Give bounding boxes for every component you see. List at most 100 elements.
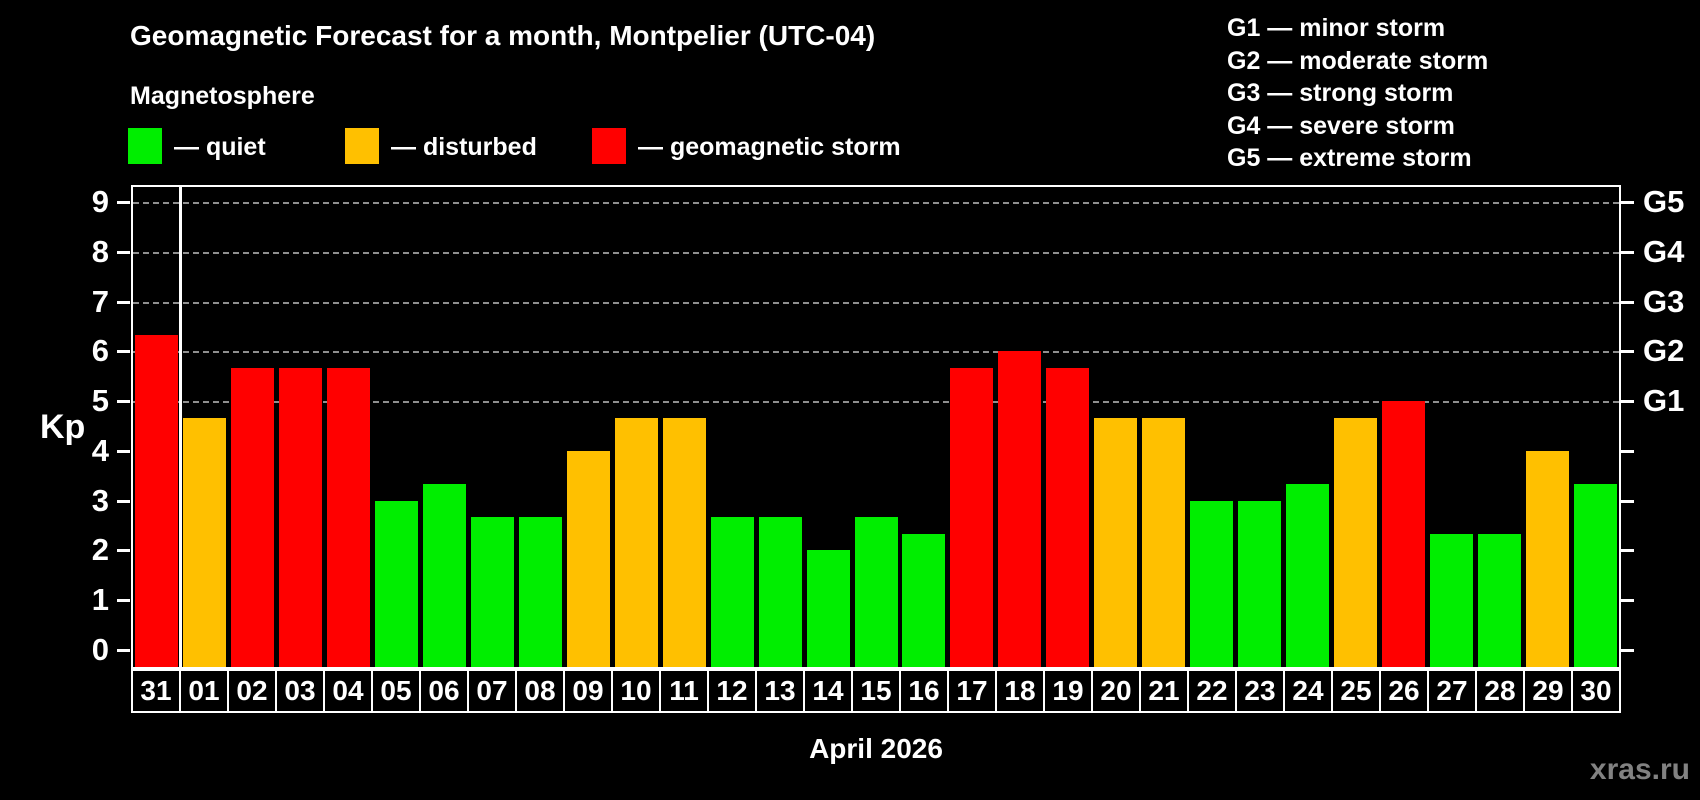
left-tick-kp-1: [117, 599, 130, 603]
right-tick-kp-5: [1621, 400, 1634, 404]
x-day-label-08: 08: [524, 675, 556, 706]
bar-day-24: [1285, 484, 1329, 667]
bar-day-23: [1237, 500, 1281, 667]
right-tick-kp-4: [1621, 449, 1634, 453]
x-day-cell-25: 25: [1331, 669, 1381, 713]
x-day-cell-09: 09: [563, 669, 613, 713]
disturbed-legend-label: — disturbed: [391, 133, 537, 161]
bar-day-09: [566, 450, 610, 667]
x-day-label-01: 01: [188, 675, 220, 706]
gridline-kp-5: [133, 401, 1619, 404]
x-day-label-16: 16: [908, 675, 940, 706]
right-tick-kp-7: [1621, 300, 1634, 304]
x-day-cell-02: 02: [227, 669, 277, 713]
x-day-label-29: 29: [1532, 675, 1564, 706]
x-day-label-25: 25: [1340, 675, 1372, 706]
x-day-cell-21: 21: [1139, 669, 1189, 713]
y-tick-label-8: 8: [91, 233, 109, 269]
bar-day-03: [279, 367, 323, 667]
left-tick-kp-4: [117, 449, 130, 453]
y-tick-label-5: 5: [91, 383, 109, 419]
g1-legend-line: G1 — minor storm: [1227, 14, 1446, 42]
bar-day-07: [471, 517, 515, 667]
x-day-cell-20: 20: [1091, 669, 1141, 713]
x-day-cell-24: 24: [1283, 669, 1333, 713]
g-scale-label-G4: G4: [1643, 233, 1685, 269]
bar-day-13: [758, 517, 802, 667]
storm-legend-label: — geomagnetic storm: [638, 133, 901, 161]
bar-day-17: [950, 367, 994, 667]
bar-day-20: [1094, 417, 1138, 667]
bar-day-05: [375, 500, 419, 667]
y-axis-title: Kp: [40, 408, 86, 446]
bar-day-15: [854, 517, 898, 667]
page-title: Geomagnetic Forecast for a month, Montpe…: [130, 20, 876, 51]
left-tick-kp-6: [117, 350, 130, 354]
x-day-label-18: 18: [1004, 675, 1036, 706]
x-day-label-14: 14: [812, 675, 844, 706]
bar-day-01: [183, 417, 227, 667]
x-day-label-02: 02: [236, 675, 268, 706]
x-day-cell-08: 08: [515, 669, 565, 713]
left-tick-kp-3: [117, 499, 130, 503]
x-day-cell-28: 28: [1475, 669, 1525, 713]
x-day-label-03: 03: [284, 675, 316, 706]
quiet-color-swatch: [128, 128, 162, 164]
g-scale-label-G5: G5: [1643, 183, 1685, 219]
x-day-cell-19: 19: [1043, 669, 1093, 713]
left-tick-kp-8: [117, 250, 130, 254]
bar-day-22: [1190, 500, 1234, 667]
y-tick-label-2: 2: [91, 532, 109, 568]
g-scale-label-G1: G1: [1643, 383, 1685, 419]
x-day-label-06: 06: [428, 675, 460, 706]
x-day-cell-10: 10: [611, 669, 661, 713]
x-day-cell-01: 01: [179, 669, 229, 713]
legend-title: Magnetosphere: [130, 82, 315, 110]
quiet-legend-label: — quiet: [174, 133, 266, 161]
right-tick-kp-2: [1621, 549, 1634, 553]
x-day-label-31: 31: [140, 675, 172, 706]
x-day-label-26: 26: [1388, 675, 1420, 706]
x-day-label-27: 27: [1436, 675, 1468, 706]
bar-day-31: [135, 334, 179, 667]
g3-legend-line: G3 — strong storm: [1227, 79, 1454, 107]
plot-area: 0 1 2 3 4 5 G1 6 G2 7 G3 8 G4 9 G5: [92, 184, 1684, 669]
g-scale-label-G2: G2: [1643, 333, 1685, 369]
x-day-label-30: 30: [1580, 675, 1612, 706]
x-day-cell-31: 31: [131, 669, 181, 713]
x-day-cell-23: 23: [1235, 669, 1285, 713]
x-day-label-22: 22: [1196, 675, 1228, 706]
x-day-label-15: 15: [860, 675, 892, 706]
g-scale-label-G3: G3: [1643, 283, 1685, 319]
x-day-cell-29: 29: [1523, 669, 1573, 713]
right-tick-kp-6: [1621, 350, 1634, 354]
x-day-label-11: 11: [669, 675, 699, 706]
bar-day-19: [1046, 367, 1090, 667]
bar-day-11: [662, 417, 706, 667]
bar-day-04: [327, 367, 371, 667]
right-tick-kp-8: [1621, 250, 1634, 254]
disturbed-color-swatch: [345, 128, 379, 164]
watermark: xras.ru: [1589, 753, 1690, 786]
x-day-cell-22: 22: [1187, 669, 1237, 713]
x-day-label-10: 10: [620, 675, 652, 706]
x-day-label-19: 19: [1052, 675, 1084, 706]
bar-day-16: [902, 534, 946, 667]
month-separator-line: [179, 187, 183, 667]
g5-legend-line: G5 — extreme storm: [1227, 144, 1472, 172]
x-day-cell-26: 26: [1379, 669, 1429, 713]
x-day-cell-12: 12: [707, 669, 757, 713]
x-day-label-17: 17: [956, 675, 988, 706]
left-tick-kp-7: [117, 300, 130, 304]
gridline-kp-6: [133, 351, 1619, 354]
g4-legend-line: G4 — severe storm: [1227, 111, 1455, 140]
bar-day-27: [1429, 534, 1473, 667]
x-day-cell-06: 06: [419, 669, 469, 713]
bar-day-08: [518, 517, 562, 667]
x-day-label-13: 13: [764, 675, 796, 706]
storm-color-swatch: [592, 128, 626, 164]
right-tick-kp-0: [1621, 649, 1634, 652]
x-day-cell-07: 07: [467, 669, 517, 713]
x-day-cell-27: 27: [1427, 669, 1477, 713]
